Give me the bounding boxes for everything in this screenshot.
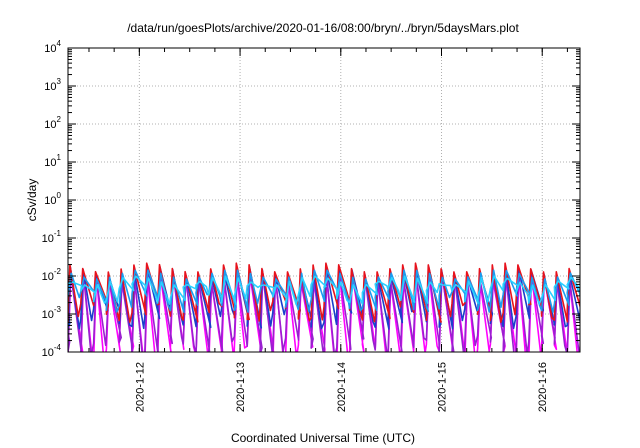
y-tick-label: 102	[44, 115, 61, 131]
x-tick-label: 2020-1-15	[437, 362, 449, 412]
series-line	[68, 265, 580, 330]
series-line	[68, 275, 580, 306]
y-tick-label: 10-1	[42, 229, 62, 245]
y-axis-label: cSv/day	[25, 179, 39, 222]
y-tick-label: 101	[44, 153, 61, 169]
x-tick-label: 2020-1-14	[336, 362, 348, 412]
x-tick-label: 2020-1-13	[235, 362, 247, 412]
y-tick-label: 10-3	[42, 305, 62, 321]
series-line	[68, 271, 580, 352]
x-axis-ticks: 2020-1-12 2020-1-13 2020-1-14 2020-1-15 2020…	[88, 48, 568, 412]
y-tick-label: 104	[44, 39, 61, 55]
y-tick-label: 10-4	[42, 343, 62, 359]
series-layer	[68, 262, 580, 352]
y-axis-ticks: 10-4 10-3 10-2 10-1 100 101 102 103 104	[42, 39, 580, 359]
x-tick-label: 2020-1-12	[134, 362, 146, 412]
series-line	[68, 262, 580, 323]
y-tick-label: 103	[44, 77, 61, 93]
chart-title: /data/run/goesPlots/archive/2020-01-16/0…	[127, 21, 519, 35]
y-tick-label: 10-2	[42, 267, 62, 283]
x-tick-label: 2020-1-16	[537, 362, 549, 412]
x-axis-label: Coordinated Universal Time (UTC)	[231, 431, 415, 445]
y-tick-label: 100	[44, 191, 61, 207]
